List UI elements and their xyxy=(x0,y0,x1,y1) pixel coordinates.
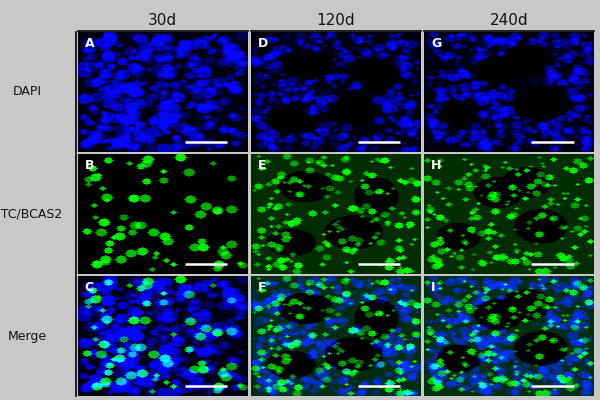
Text: H: H xyxy=(431,159,442,172)
Text: 120d: 120d xyxy=(317,13,355,28)
Text: A: A xyxy=(85,37,94,50)
Text: FITC/BCAS2: FITC/BCAS2 xyxy=(0,208,63,220)
Text: DAPI: DAPI xyxy=(13,85,41,98)
Text: C: C xyxy=(85,281,94,294)
Text: 240d: 240d xyxy=(490,13,529,28)
Text: Merge: Merge xyxy=(7,330,47,343)
Text: D: D xyxy=(258,37,268,50)
Text: E: E xyxy=(258,159,266,172)
Text: F: F xyxy=(258,281,266,294)
Text: I: I xyxy=(431,281,436,294)
Text: G: G xyxy=(431,37,442,50)
Text: B: B xyxy=(85,159,94,172)
Text: 30d: 30d xyxy=(148,13,178,28)
